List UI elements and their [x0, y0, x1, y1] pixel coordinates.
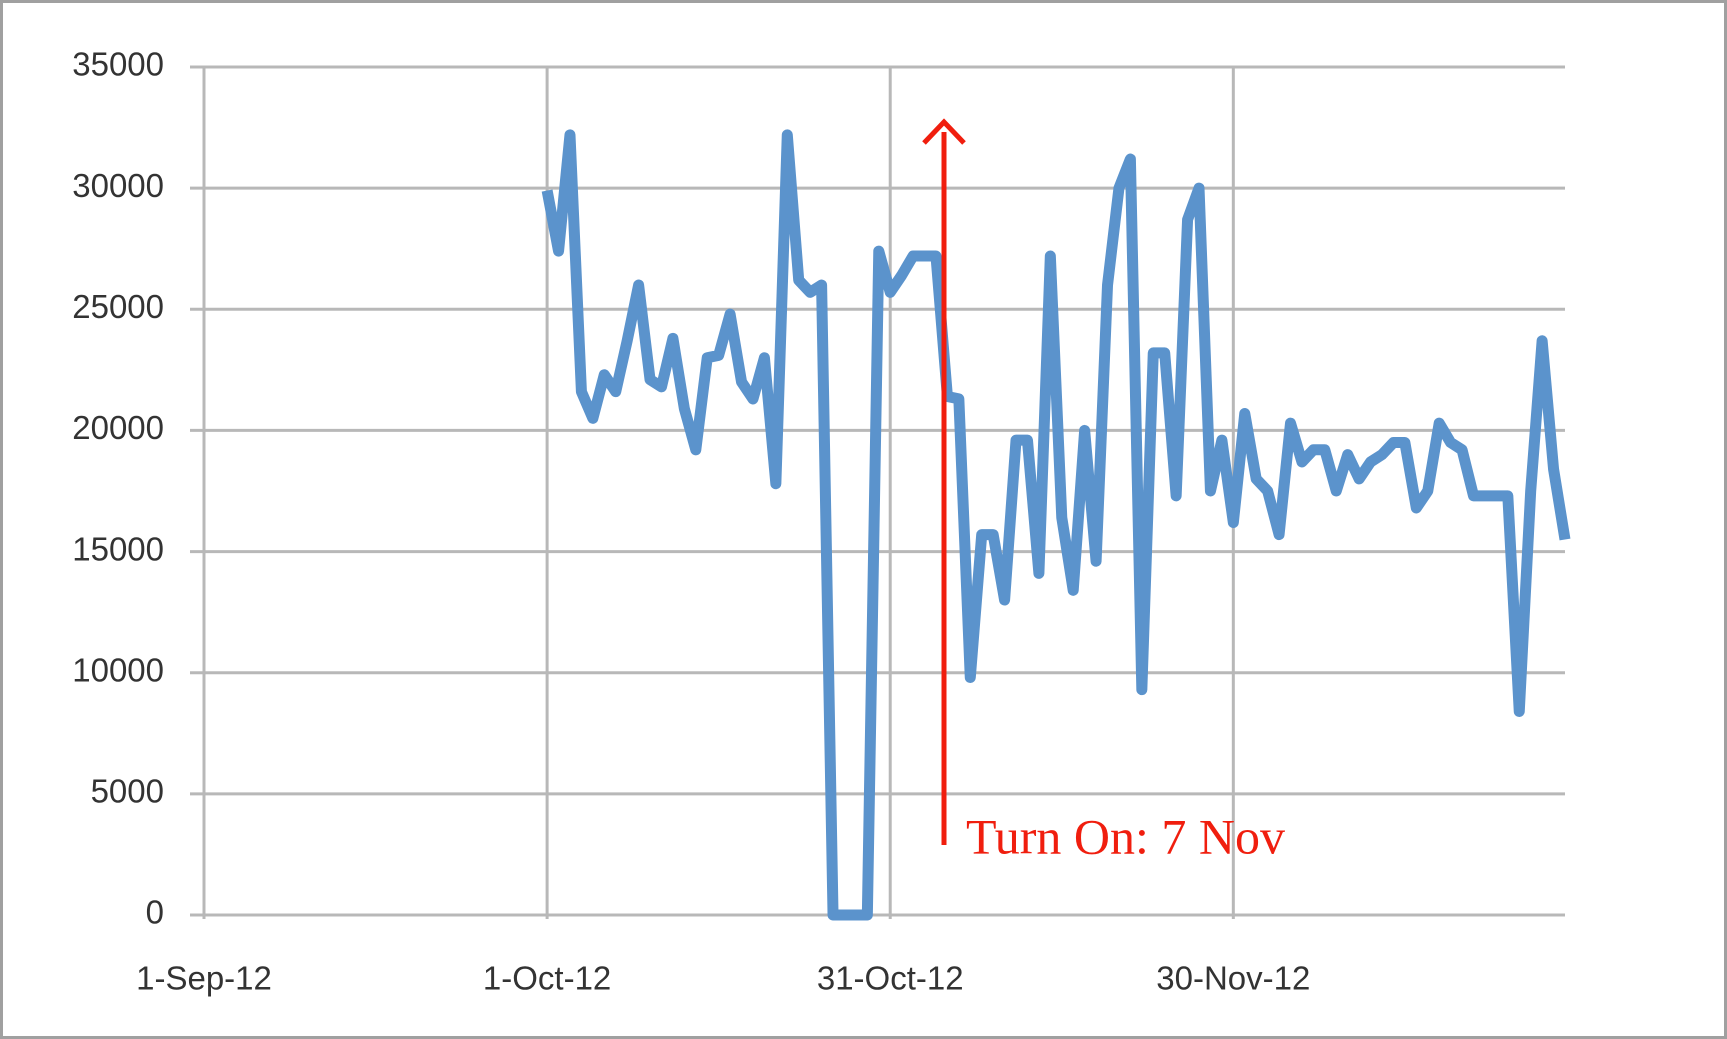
y-tick-label: 35000	[72, 46, 164, 83]
y-tick-label: 10000	[72, 651, 164, 688]
plot-area: 0 5000 10000 15000 20000 25000 30000 35000 1-Sep…	[72, 46, 1571, 997]
y-tick-label: 5000	[91, 773, 164, 810]
annotation-arrowhead	[922, 118, 966, 145]
y-tick-label: 15000	[72, 530, 164, 567]
annotation: Turn On: 7 Nov	[966, 808, 1285, 864]
y-tick-label: 25000	[72, 288, 164, 325]
y-tick-label: 20000	[72, 409, 164, 446]
x-tick-label: 1-Oct-12	[483, 960, 611, 997]
x-tick-label: 30-Nov-12	[1156, 960, 1310, 997]
y-tick-label: 0	[146, 894, 164, 931]
data-line	[541, 129, 1571, 921]
y-tick-label: 30000	[72, 167, 164, 204]
x-tick-label: 1-Sep-12	[136, 960, 272, 997]
x-tick-label: 31-Oct-12	[817, 960, 964, 997]
